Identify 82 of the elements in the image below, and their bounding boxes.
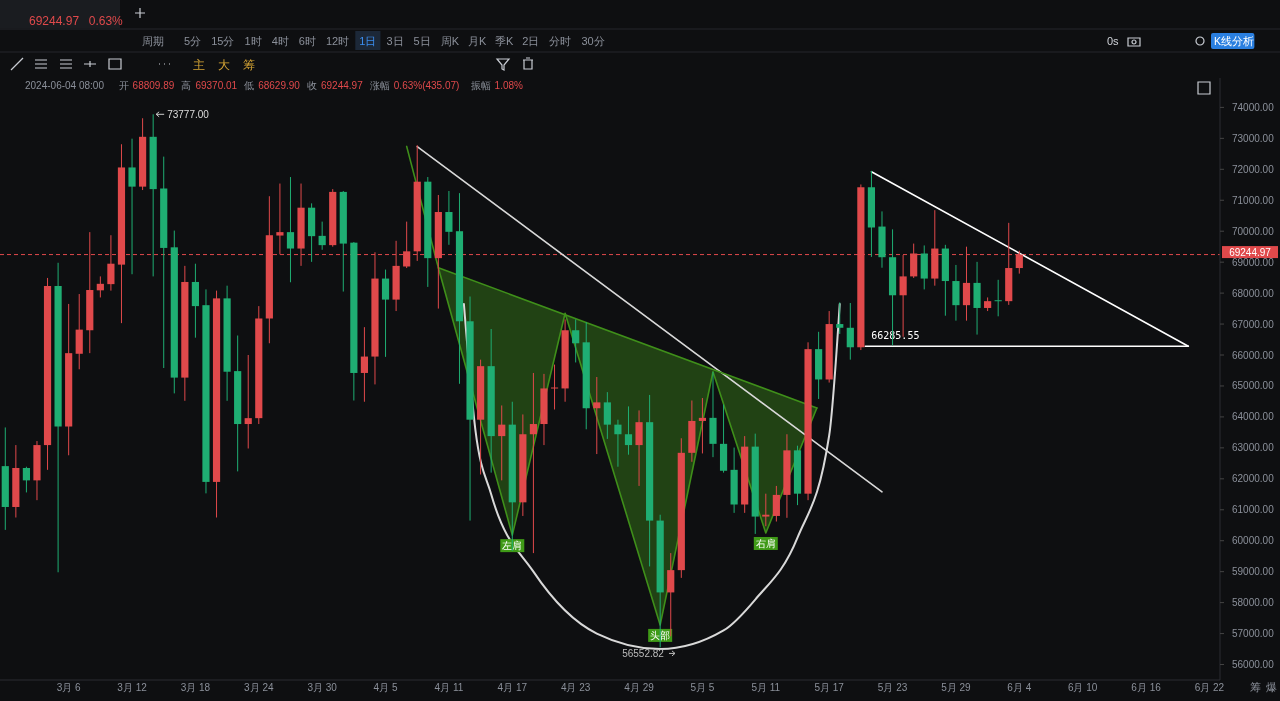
text: 15分 <box>211 35 235 47</box>
text: 大 <box>218 58 230 72</box>
y-tick-label: 58000.00 <box>1232 597 1275 609</box>
y-tick-label: 72000.00 <box>1232 163 1275 175</box>
text: 爆 <box>1266 681 1277 693</box>
text: 月K <box>467 35 487 47</box>
text: 2日 <box>522 35 540 47</box>
annotation: 68629.90 <box>258 80 301 91</box>
x-tick-label: 4月 23 <box>560 682 591 693</box>
text: 0s <box>1107 35 1120 47</box>
annotation: 0.63%(435.07) <box>393 80 460 91</box>
y-tick-label: 60000.00 <box>1232 535 1275 547</box>
text: 主 <box>193 58 205 72</box>
x-tick-label: 4月 17 <box>497 682 528 693</box>
x-tick-label: 4月 11 <box>434 682 464 693</box>
x-tick-label: 5月 5 <box>690 682 715 693</box>
annotation: 收 <box>307 80 317 91</box>
text: K线分析 <box>1214 35 1255 47</box>
y-tick-label: 69000.00 <box>1232 256 1275 268</box>
text: 筹 <box>243 58 255 72</box>
annotation: 69244.97 <box>321 80 364 91</box>
y-tick-label: 73000.00 <box>1232 132 1275 144</box>
y-tick-label: 59000.00 <box>1232 566 1275 578</box>
text: 3日 <box>386 35 404 47</box>
annotation: 低 <box>244 80 255 91</box>
y-tick-label: 56000.00 <box>1232 659 1275 671</box>
x-tick-label: 3月 24 <box>244 682 274 693</box>
x-tick-label: 6月 22 <box>1194 682 1225 693</box>
x-tick-label: 6月 10 <box>1067 682 1098 693</box>
annotation: 69370.01 <box>195 80 238 91</box>
y-tick-label: 63000.00 <box>1232 442 1275 454</box>
annotation: 振幅 <box>470 80 491 91</box>
annotation: 73777.00 <box>167 109 210 121</box>
y-tick-label: 64000.00 <box>1232 411 1275 423</box>
text: 4时 <box>271 35 289 47</box>
text: 1日 <box>359 35 377 47</box>
x-tick-label: 6月 4 <box>1007 682 1032 693</box>
x-tick-label: 3月 6 <box>56 682 82 693</box>
text: 周K <box>440 35 460 47</box>
x-tick-label: 3月 12 <box>117 682 148 693</box>
x-tick-label: 6月 16 <box>1131 682 1162 693</box>
annotation: 2024-06-04 08:00 <box>25 80 105 91</box>
y-tick-label: 62000.00 <box>1232 473 1275 485</box>
y-tick-label: 70000.00 <box>1232 225 1275 237</box>
y-tick-label: 71000.00 <box>1232 194 1275 206</box>
annotation: 左肩 <box>502 540 523 552</box>
text: 1时 <box>244 35 262 47</box>
text: 0.63% <box>88 14 124 28</box>
text: 6时 <box>298 35 316 47</box>
x-tick-label: 5月 29 <box>941 682 972 693</box>
annotation: 涨幅 <box>369 80 390 91</box>
annotation: 头部 <box>650 629 671 641</box>
text: 筹 <box>1250 681 1261 693</box>
x-tick-label: 3月 18 <box>180 682 211 693</box>
x-tick-label: 4月 29 <box>624 682 655 693</box>
y-tick-label: 57000.00 <box>1232 628 1275 640</box>
y-tick-label: 68000.00 <box>1232 287 1275 299</box>
annotation: 高 <box>181 80 192 91</box>
annotation: 开 <box>118 80 129 91</box>
annotation: 56552.82 <box>622 648 665 660</box>
text: 30分 <box>581 35 605 47</box>
text: 5日 <box>413 35 431 47</box>
y-tick-label: 74000.00 <box>1232 101 1275 113</box>
y-tick-label: 67000.00 <box>1232 318 1275 330</box>
y-tick-label: 66000.00 <box>1232 349 1275 361</box>
text: 69244.97 <box>29 14 80 28</box>
text: 分时 <box>549 35 572 47</box>
x-tick-label: 3月 30 <box>307 682 338 693</box>
x-tick-label: 5月 17 <box>814 682 845 693</box>
y-tick-label: 65000.00 <box>1232 380 1275 392</box>
annotation: 68809.89 <box>132 80 175 91</box>
text: 5分 <box>184 35 202 47</box>
ref-line-label: 69244.97 <box>1229 247 1272 259</box>
annotation: 右肩 <box>755 537 776 549</box>
annotation: 1.08% <box>494 80 524 91</box>
text: 周期 <box>142 35 164 47</box>
text: 季K <box>495 35 515 47</box>
text: 12时 <box>325 35 350 47</box>
y-tick-label: 61000.00 <box>1232 504 1275 516</box>
x-tick-label: 5月 23 <box>877 682 908 693</box>
x-tick-label: 4月 5 <box>373 682 398 693</box>
x-tick-label: 5月 11 <box>751 682 781 693</box>
